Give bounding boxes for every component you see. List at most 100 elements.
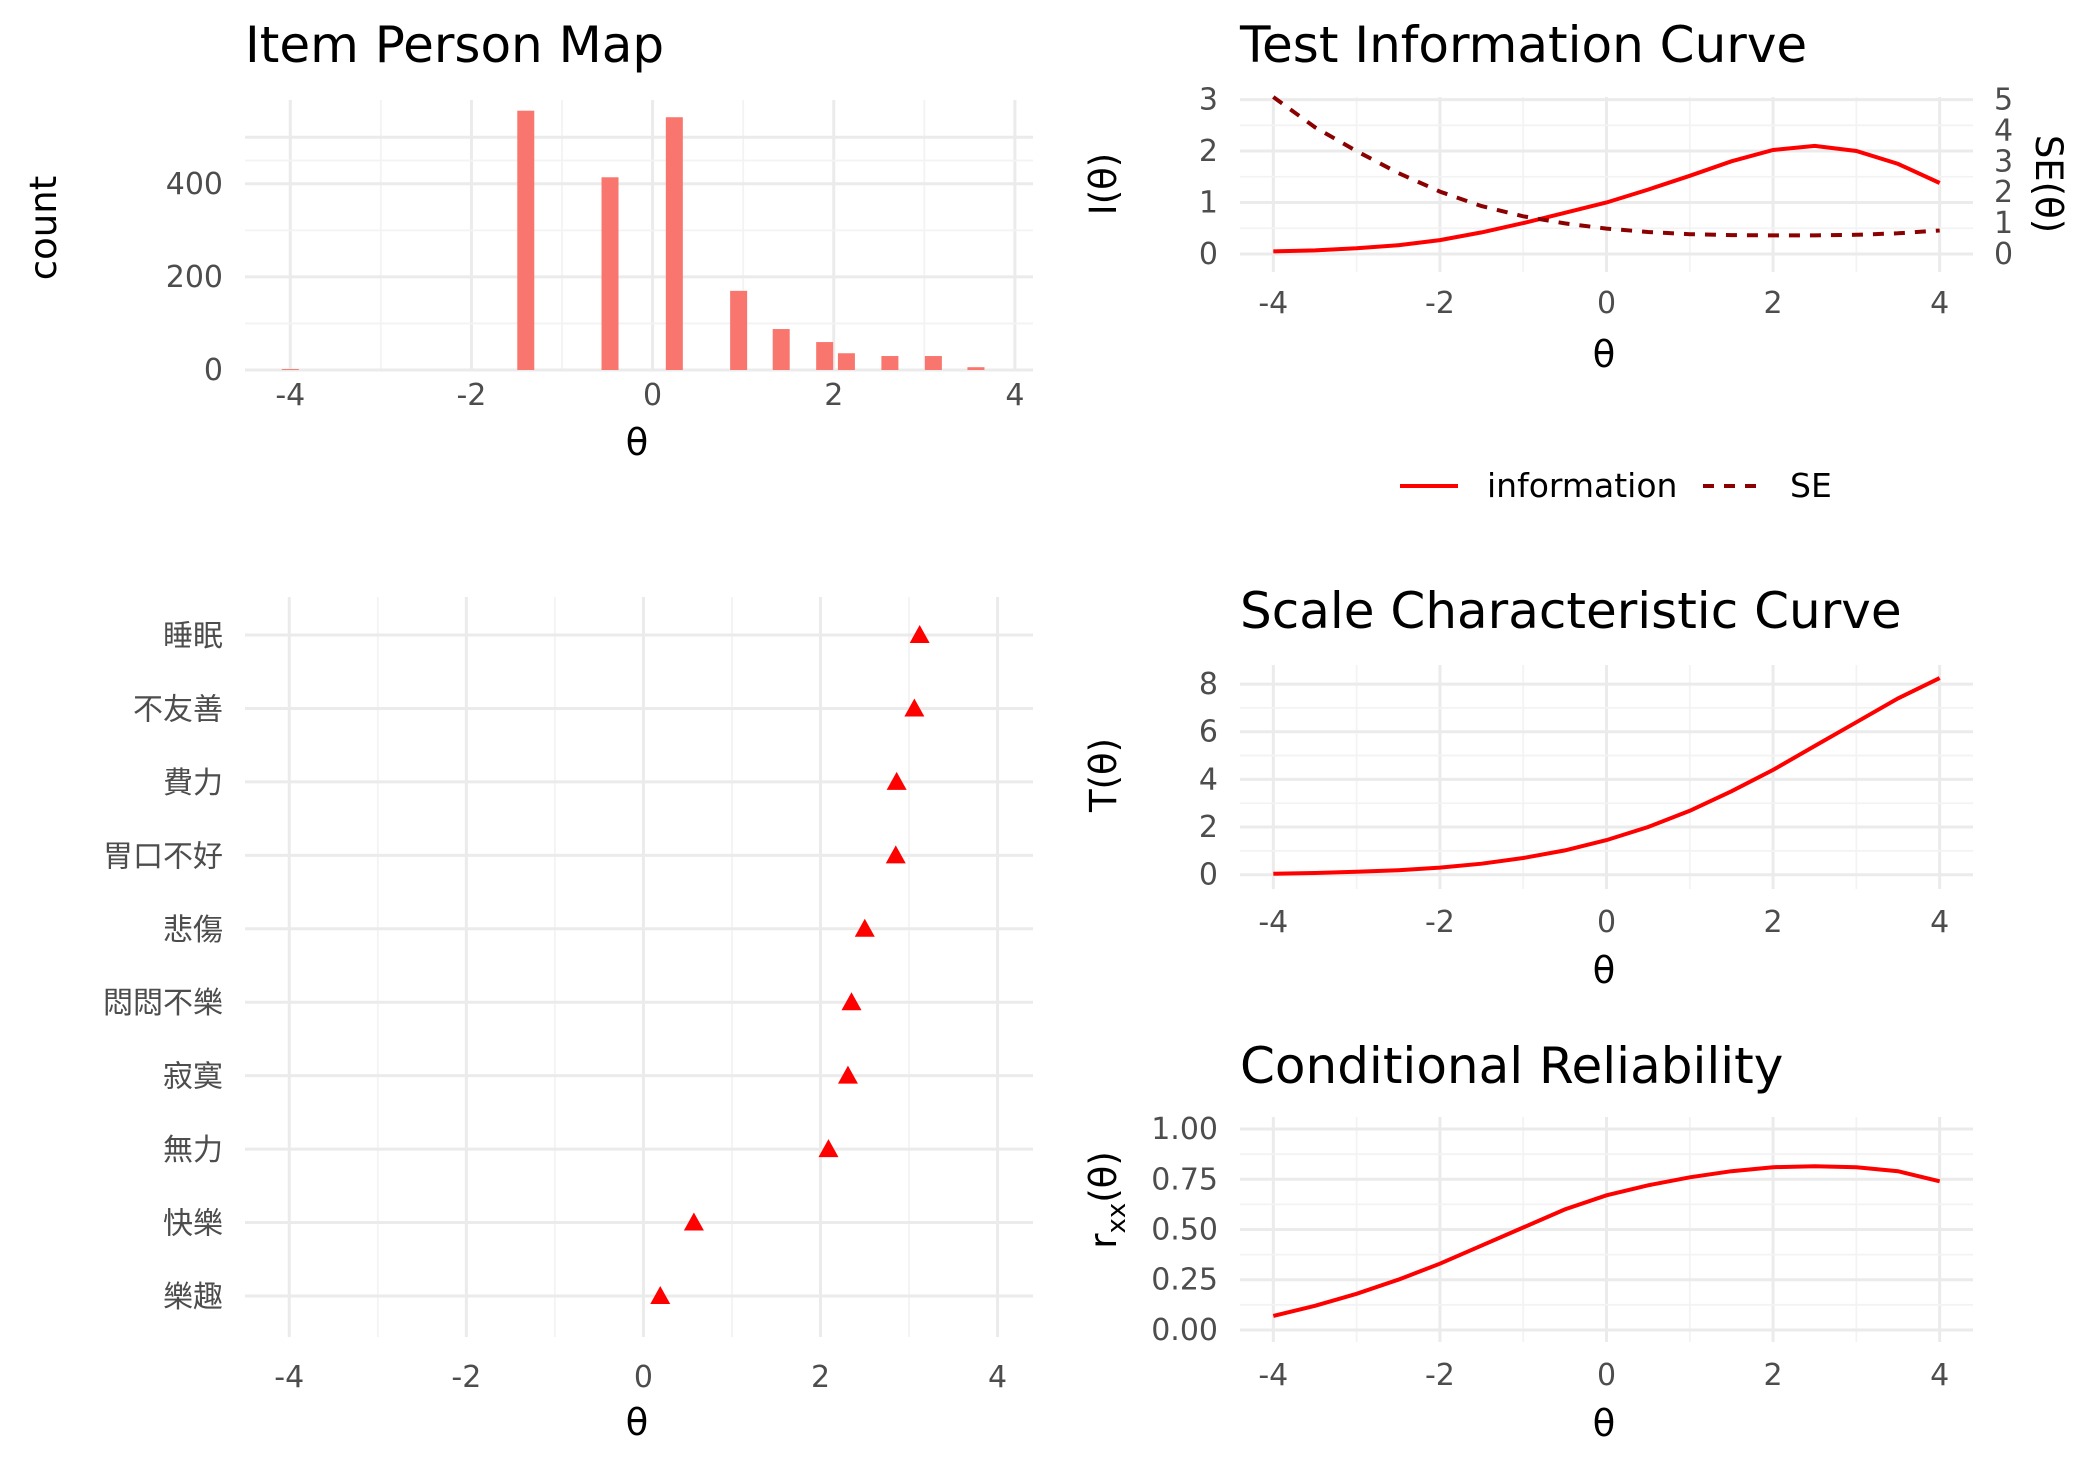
- legend-information-label: information: [1487, 466, 1677, 505]
- test-information-x-tick-label: 0: [1597, 286, 1616, 321]
- scale-characteristic-x-ticks: -4 -2 0 2 4: [1258, 905, 1949, 940]
- histogram-bar: [924, 356, 942, 370]
- test-information-right-y-tick-label: 3: [1994, 144, 2013, 179]
- scale-characteristic-x-tick-label: 4: [1930, 905, 1949, 940]
- histogram-bar: [601, 177, 619, 370]
- scale-characteristic-y-tick-label: 4: [1199, 762, 1218, 797]
- item-person-map-x-tick-label: -2: [456, 378, 486, 413]
- scale-characteristic-y-ticks: 0 2 4 6 8: [1199, 667, 1218, 893]
- item-threshold-x-tick-label: -2: [451, 1360, 481, 1395]
- conditional-reliability-x-tick-label: -4: [1258, 1358, 1288, 1393]
- item-threshold-x-ticks: -4 -2 0 2 4: [274, 1360, 1007, 1395]
- item-person-map-bars: [281, 110, 985, 370]
- item-person-map-x-ticks: -4 -2 0 2 4: [275, 378, 1024, 413]
- test-information-x-tick-label: 2: [1764, 286, 1783, 321]
- scale-characteristic-x-tick-label: 0: [1597, 905, 1616, 940]
- item-threshold-marker: [818, 1139, 839, 1158]
- item-label: 悶悶不樂: [103, 986, 223, 1021]
- test-information-x-tick-label: 4: [1930, 286, 1949, 321]
- test-information-x-tick-label: -4: [1258, 286, 1288, 321]
- conditional-reliability-curve: [1272, 1164, 1941, 1318]
- scale-characteristic-panel: Scale Characteristic Curve -4 -2 0 2 4 0 2 4 6 8…: [1082, 582, 1973, 992]
- item-threshold-marker: [886, 771, 907, 790]
- histogram-bar: [517, 110, 535, 370]
- test-information-y-tick-label: 1: [1199, 186, 1218, 221]
- item-threshold-points: [650, 625, 930, 1304]
- conditional-reliability-x-tick-label: 2: [1764, 1358, 1783, 1393]
- test-information-right-y-tick-label: 0: [1994, 237, 2013, 272]
- histogram-bar: [665, 117, 683, 370]
- se-curve: [1272, 95, 1940, 238]
- item-label: 悲傷: [163, 913, 223, 948]
- histogram-bar: [730, 290, 748, 370]
- scale-characteristic-y-tick-label: 2: [1199, 810, 1218, 845]
- item-threshold-marker: [650, 1286, 671, 1304]
- item-threshold-marker: [854, 918, 875, 937]
- conditional-reliability-x-tick-label: 4: [1930, 1358, 1949, 1393]
- item-label: 快樂: [163, 1207, 223, 1242]
- item-person-map-title: Item Person Map: [245, 16, 664, 74]
- item-person-map-x-tick-label: -4: [275, 378, 305, 413]
- conditional-reliability-x-label: θ: [1593, 1402, 1616, 1445]
- item-threshold-marker: [904, 698, 925, 717]
- item-person-map-panel: Item Person Map -4 -2 0 2 4 0 200 400 θ count: [22, 16, 1033, 464]
- test-information-y-tick-label: 3: [1199, 83, 1218, 118]
- item-threshold-x-tick-label: 4: [988, 1360, 1007, 1395]
- conditional-reliability-x-ticks: -4 -2 0 2 4: [1258, 1358, 1949, 1393]
- item-threshold-x-tick-label: -4: [274, 1360, 304, 1395]
- conditional-reliability-grid: [1240, 1117, 1973, 1342]
- conditional-reliability-y-tick-label: 0.00: [1151, 1313, 1218, 1348]
- item-label: 無力: [163, 1133, 223, 1168]
- test-information-x-tick-label: -2: [1425, 286, 1455, 321]
- item-label: 費力: [163, 766, 223, 801]
- item-label: 睡眠: [163, 619, 223, 654]
- conditional-reliability-title: Conditional Reliability: [1240, 1037, 1783, 1095]
- scale-characteristic-x-label: θ: [1593, 949, 1616, 992]
- item-label: 樂趣: [163, 1280, 223, 1315]
- test-information-y-ticks: 0 1 2 3: [1199, 83, 1218, 272]
- test-information-right-y-tick-label: 2: [1994, 175, 2013, 210]
- histogram-bar: [837, 353, 855, 370]
- item-label: 胃口不好: [103, 839, 223, 874]
- scale-characteristic-curve: [1273, 676, 1941, 876]
- histogram-bar: [881, 356, 899, 370]
- test-information-y-tick-label: 2: [1199, 134, 1218, 169]
- legend: information SE: [1400, 466, 1832, 505]
- item-label: 不友善: [133, 692, 223, 727]
- item-threshold-marker: [841, 992, 862, 1011]
- histogram-bar: [816, 342, 834, 370]
- conditional-reliability-x-tick-label: -2: [1425, 1358, 1455, 1393]
- histogram-bar: [772, 329, 790, 370]
- test-information-y-tick-label: 0: [1199, 237, 1218, 272]
- conditional-reliability-x-tick-label: 0: [1597, 1358, 1616, 1393]
- scale-characteristic-y-tick-label: 6: [1199, 715, 1218, 750]
- item-person-map-y-tick-label: 200: [166, 260, 223, 295]
- test-information-x-ticks: -4 -2 0 2 4: [1258, 286, 1949, 321]
- scale-characteristic-grid: [1240, 665, 1973, 889]
- test-information-x-label: θ: [1593, 333, 1616, 376]
- conditional-reliability-y-tick-label: 1.00: [1151, 1112, 1218, 1147]
- item-person-map-x-label: θ: [626, 421, 649, 464]
- histogram-bar: [967, 367, 985, 370]
- conditional-reliability-panel: Conditional Reliability -4 -2 0 2 4 0.00 0.25…: [1082, 1037, 1973, 1445]
- item-threshold-x-label: θ: [626, 1401, 649, 1444]
- scale-characteristic-y-tick-label: 8: [1199, 667, 1218, 702]
- conditional-reliability-y-tick-label: 0.50: [1151, 1213, 1218, 1248]
- item-threshold-marker: [885, 845, 906, 864]
- scale-characteristic-y-label: T(θ): [1082, 738, 1125, 813]
- item-person-map-y-tick-label: 0: [204, 353, 223, 388]
- item-person-map-y-ticks: 0 200 400: [166, 167, 223, 388]
- item-threshold-grid: [245, 597, 1033, 1337]
- item-person-map-x-tick-label: 4: [1005, 378, 1024, 413]
- item-person-map-x-tick-label: 2: [824, 378, 843, 413]
- item-threshold-x-tick-label: 2: [811, 1360, 830, 1395]
- item-person-map-x-tick-label: 0: [643, 378, 662, 413]
- histogram-bar: [281, 369, 299, 370]
- item-threshold-marker: [837, 1065, 858, 1084]
- item-person-map-grid: [245, 100, 1033, 372]
- test-information-title: Test Information Curve: [1239, 16, 1807, 74]
